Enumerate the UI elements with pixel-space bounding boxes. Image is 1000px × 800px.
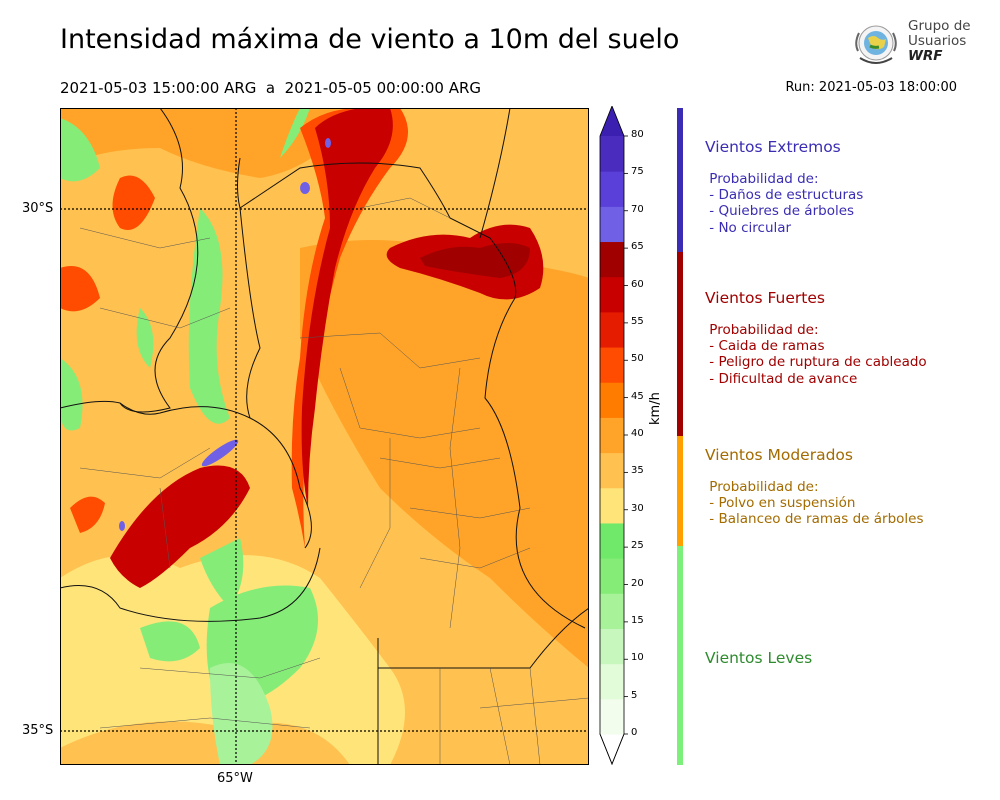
colorbar-swatch xyxy=(600,522,624,559)
lat-label-30s: 30°S xyxy=(22,201,54,216)
colorbar-swatch xyxy=(600,206,624,243)
map-frame xyxy=(60,108,589,765)
colorbar-tick-label: 30 xyxy=(631,502,644,514)
colorbar-tick-label: 55 xyxy=(631,315,644,327)
legend-strip-strong xyxy=(677,252,683,436)
colorbar-tick-label: 80 xyxy=(631,129,644,140)
colorbar xyxy=(599,106,628,766)
colorbar-swatch xyxy=(600,347,624,383)
colorbar-swatch xyxy=(600,241,624,278)
logo-line-3: WRF xyxy=(908,48,943,64)
wind-zone-severe-ridge xyxy=(301,108,393,508)
graticule xyxy=(60,108,589,765)
colorbar-tick-label: 20 xyxy=(631,577,644,589)
colorbar-swatch xyxy=(600,382,624,418)
colorbar-swatch xyxy=(600,136,624,172)
wind-zone-severe-southwest xyxy=(110,465,250,588)
colorbar-tick-label: 45 xyxy=(631,390,644,402)
colorbar-tick-label: 25 xyxy=(631,540,644,552)
legend-body-strong: Probabilidad de: - Caida de ramas - Peli… xyxy=(709,322,927,387)
colorbar-swatch xyxy=(600,452,624,489)
forecast-period: 2021-05-03 15:00:00 ARG a 2021-05-05 00:… xyxy=(60,79,482,97)
grupo-usuarios-wrf-logo: Grupo de Usuarios WRF xyxy=(848,16,973,76)
wind-zone-extreme-1 xyxy=(201,439,239,467)
wind-map xyxy=(60,108,589,765)
colorbar-swatch xyxy=(600,276,624,313)
wind-zone-extreme-2 xyxy=(300,182,310,194)
wind-zone-light-8 xyxy=(136,308,154,368)
colorbar-tick-label: 75 xyxy=(631,166,644,178)
wind-zone-light-3 xyxy=(60,118,100,182)
wind-zone-light-7 xyxy=(210,663,273,765)
legend-title-strong: Vientos Fuertes xyxy=(705,289,825,307)
wind-zone-light-1 xyxy=(188,208,230,424)
wind-zone-35-40 xyxy=(300,240,589,668)
legend-strip xyxy=(677,108,683,765)
colorbar-tick-label: 35 xyxy=(631,465,644,477)
wind-zone-35-40-north xyxy=(60,108,360,178)
colorbar-swatch xyxy=(600,558,624,594)
logo-line-1: Grupo de xyxy=(908,18,971,34)
colorbar-tick-label: 65 xyxy=(631,241,644,253)
run-time: Run: 2021-05-03 18:00:00 xyxy=(785,80,957,95)
colorbar-unit: km/h xyxy=(648,392,663,425)
legend-title-moderate: Vientos Moderados xyxy=(705,446,853,464)
legend-strip-light xyxy=(677,546,683,765)
colorbar-extend-low xyxy=(599,733,625,766)
legend-body-extreme: Probabilidad de: - Daños de estructuras … xyxy=(709,171,864,236)
lat-label-35s: 35°S xyxy=(22,723,54,738)
province-borders xyxy=(60,108,589,765)
logo-line-2: Usuarios xyxy=(908,33,967,49)
legend-body-moderate: Probabilidad de: - Polvo en suspensión -… xyxy=(709,479,924,528)
wind-zone-strong-west xyxy=(70,496,105,533)
department-borders xyxy=(79,197,589,765)
colorbar-tick-label: 5 xyxy=(631,689,638,701)
colorbar-tick-label: 60 xyxy=(631,278,644,290)
wind-zone-light-4 xyxy=(200,538,244,608)
colorbar-tick-label: 10 xyxy=(631,652,644,664)
wind-zone-light-6 xyxy=(140,621,200,662)
colorbar-swatch xyxy=(600,171,624,207)
colorbar-swatch xyxy=(600,628,624,665)
colorbar-swatch xyxy=(600,663,624,700)
legend-title-extreme: Vientos Extremos xyxy=(705,138,841,156)
wind-zone-strong-northwest xyxy=(112,175,155,230)
legend-title-light: Vientos Leves xyxy=(705,649,813,667)
legend-strip-extreme xyxy=(677,108,683,252)
colorbar-swatch xyxy=(600,417,624,454)
colorbar-tick-label: 50 xyxy=(631,353,644,365)
colorbar-tick-label: 0 xyxy=(631,727,638,738)
colorbar-swatch xyxy=(600,593,624,629)
lon-label-65w: 65°W xyxy=(217,771,253,786)
colorbar-extend-high xyxy=(600,106,624,136)
colorbar-swatch xyxy=(600,698,624,735)
wind-zone-strong-west-2 xyxy=(60,266,100,312)
wind-zone-30-35-south xyxy=(60,721,350,765)
colorbar-swatch xyxy=(600,311,624,348)
globe-logo-icon xyxy=(855,25,897,64)
wind-zone-extreme-3 xyxy=(325,138,331,148)
legend-strip-moderate xyxy=(677,436,683,546)
colorbar-tick-label: 15 xyxy=(631,614,644,626)
wind-zone-extreme-east xyxy=(420,243,530,278)
wind-zone-light-9 xyxy=(60,358,83,431)
colorbar-swatch xyxy=(600,487,624,524)
wind-zone-light-2 xyxy=(280,108,310,158)
wind-zone-extreme-4 xyxy=(119,521,125,531)
colorbar-tick-label: 70 xyxy=(631,203,644,215)
chart-title: Intensidad máxima de viento a 10m del su… xyxy=(60,24,680,55)
colorbar-tick-label: 40 xyxy=(631,428,644,439)
